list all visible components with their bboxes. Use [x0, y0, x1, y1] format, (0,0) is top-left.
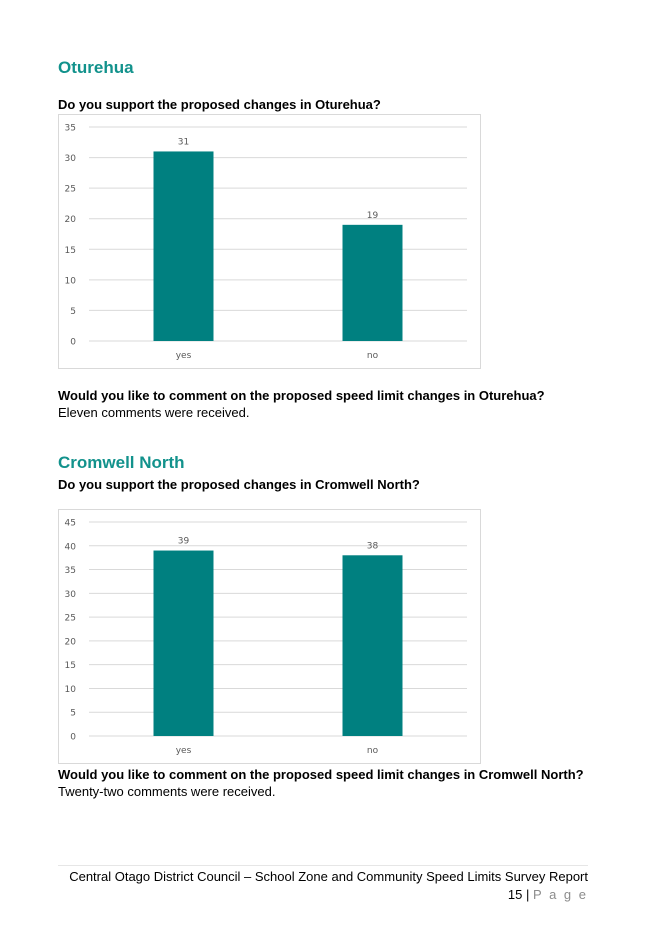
y-tick-label: 30 — [65, 154, 77, 164]
y-tick-label: 35 — [65, 124, 76, 134]
y-tick-label: 35 — [65, 566, 76, 576]
y-tick-label: 15 — [65, 246, 76, 256]
y-tick-label: 5 — [70, 307, 76, 317]
y-tick-label: 10 — [65, 685, 77, 695]
y-tick-label: 30 — [65, 590, 77, 600]
question-support-cromwell-north: Do you support the proposed changes in C… — [58, 477, 420, 492]
x-tick-label-no: no — [367, 746, 379, 756]
x-tick-label-yes: yes — [176, 746, 192, 756]
question-comment-oturehua: Would you like to comment on the propose… — [58, 388, 545, 403]
y-tick-label: 25 — [65, 185, 76, 195]
x-tick-label-no: no — [367, 351, 379, 361]
footer-title: Central Otago District Council – School … — [69, 869, 588, 884]
bar-chart-oturehua: 0 5 10 15 20 25 30 35 31 yes 19 no — [65, 124, 467, 361]
bar-no — [342, 555, 403, 736]
page-footer: Central Otago District Council – School … — [69, 868, 588, 904]
question-support-oturehua: Do you support the proposed changes in O… — [58, 97, 381, 112]
comment-count-cromwell-north: Twenty-two comments were received. — [58, 784, 276, 799]
y-tick-label: 20 — [65, 215, 77, 225]
data-label-yes: 39 — [178, 537, 190, 547]
data-label-no: 19 — [367, 211, 379, 221]
data-label-no: 38 — [367, 541, 379, 551]
y-tick-label: 20 — [65, 637, 77, 647]
page-word: P a g e — [533, 887, 588, 902]
chart-cromwell-north: 0 5 10 15 20 25 30 35 40 45 39 yes 38 no — [58, 509, 481, 764]
bar-yes — [153, 151, 214, 341]
data-label-yes: 31 — [178, 137, 189, 147]
chart-oturehua: 0 5 10 15 20 25 30 35 31 yes 19 no — [58, 114, 481, 369]
page-separator: | — [526, 887, 530, 902]
y-tick-label: 15 — [65, 661, 76, 671]
y-tick-label: 0 — [70, 338, 76, 348]
y-tick-label: 5 — [70, 709, 76, 719]
comment-count-oturehua: Eleven comments were received. — [58, 405, 250, 420]
y-tick-label: 10 — [65, 276, 77, 286]
bar-chart-cromwell-north: 0 5 10 15 20 25 30 35 40 45 39 yes 38 no — [65, 519, 467, 756]
section-heading-oturehua: Oturehua — [58, 58, 134, 77]
y-tick-label: 45 — [65, 519, 76, 529]
x-tick-label-yes: yes — [176, 351, 192, 361]
page-number-line: 15 | P a g e — [69, 886, 588, 904]
question-comment-cromwell-north: Would you like to comment on the propose… — [58, 767, 584, 782]
bar-yes — [153, 550, 214, 736]
section-heading-cromwell-north: Cromwell North — [58, 453, 185, 472]
y-tick-label: 25 — [65, 614, 76, 624]
page-number: 15 — [507, 887, 523, 902]
y-tick-label: 0 — [70, 733, 76, 743]
bar-no — [342, 224, 403, 341]
y-tick-label: 40 — [65, 542, 77, 552]
footer-divider — [58, 865, 588, 866]
